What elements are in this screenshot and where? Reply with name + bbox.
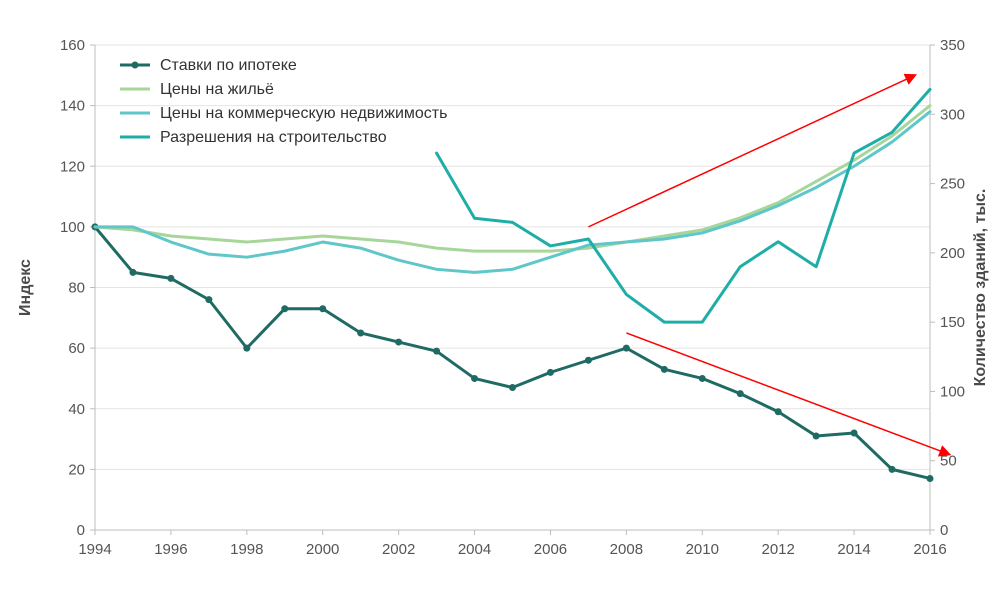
legend-label: Ставки по ипотеке: [160, 57, 297, 74]
y-right-tick-label: 200: [940, 245, 965, 262]
series-marker-mortgage_rates: [319, 305, 326, 312]
legend-label: Цены на коммерческую недвижимость: [160, 105, 447, 122]
series-marker-mortgage_rates: [471, 375, 478, 382]
series-marker-mortgage_rates: [243, 345, 250, 352]
series-marker-mortgage_rates: [661, 366, 668, 373]
series-marker-mortgage_rates: [357, 329, 364, 336]
legend-label: Разрешения на строительство: [160, 129, 387, 146]
series-marker-mortgage_rates: [813, 433, 820, 440]
y-left-tick-label: 0: [77, 522, 85, 539]
x-tick-label: 2002: [382, 541, 415, 558]
series-marker-mortgage_rates: [737, 390, 744, 397]
x-tick-label: 2012: [761, 541, 794, 558]
x-tick-label: 1996: [154, 541, 187, 558]
series-marker-mortgage_rates: [775, 408, 782, 415]
series-marker-mortgage_rates: [395, 339, 402, 346]
series-marker-mortgage_rates: [433, 348, 440, 355]
series-marker-mortgage_rates: [889, 466, 896, 473]
y-right-tick-label: 250: [940, 176, 965, 193]
legend-label: Цены на жильё: [160, 81, 274, 98]
y-left-tick-label: 160: [60, 37, 85, 54]
y-left-tick-label: 140: [60, 98, 85, 115]
series-marker-mortgage_rates: [167, 275, 174, 282]
y-right-tick-label: 300: [940, 106, 965, 123]
series-marker-mortgage_rates: [927, 475, 934, 482]
y-right-tick-label: 0: [940, 522, 948, 539]
series-marker-mortgage_rates: [129, 269, 136, 276]
x-tick-label: 2004: [458, 541, 491, 558]
x-tick-label: 2016: [913, 541, 946, 558]
line-chart: 0 20 40 60 80 100 120 140 160 0 50 100 150 200 250 300 3…: [0, 0, 1000, 600]
y-left-tick-label: 120: [60, 158, 85, 175]
series-marker-mortgage_rates: [547, 369, 554, 376]
y-left-axis-title: Индекс: [17, 259, 34, 316]
series-marker-mortgage_rates: [851, 430, 858, 437]
series-marker-mortgage_rates: [281, 305, 288, 312]
y-left-tick-label: 80: [68, 280, 85, 297]
y-left-tick-label: 20: [68, 461, 85, 478]
y-right-tick-label: 50: [940, 453, 957, 470]
x-tick-label: 2000: [306, 541, 339, 558]
legend-swatch-marker: [132, 62, 139, 69]
x-tick-label: 1998: [230, 541, 263, 558]
series-marker-mortgage_rates: [623, 345, 630, 352]
series-marker-mortgage_rates: [585, 357, 592, 364]
y-right-axis-title: Количество зданий, тыс.: [972, 189, 989, 387]
y-right-tick-label: 350: [940, 37, 965, 54]
x-tick-label: 1994: [78, 541, 111, 558]
series-marker-mortgage_rates: [699, 375, 706, 382]
chart-container: 0 20 40 60 80 100 120 140 160 0 50 100 150 200 250 300 3…: [0, 0, 1000, 600]
y-right-tick-label: 100: [940, 383, 965, 400]
x-tick-label: 2014: [837, 541, 870, 558]
y-left-tick-label: 60: [68, 340, 85, 357]
series-marker-mortgage_rates: [509, 384, 516, 391]
y-left-tick-label: 40: [68, 401, 85, 418]
y-right-tick-label: 150: [940, 314, 965, 331]
x-tick-label: 2008: [610, 541, 643, 558]
x-tick-label: 2010: [686, 541, 719, 558]
x-tick-label: 2006: [534, 541, 567, 558]
y-left-tick-label: 100: [60, 219, 85, 236]
series-marker-mortgage_rates: [205, 296, 212, 303]
